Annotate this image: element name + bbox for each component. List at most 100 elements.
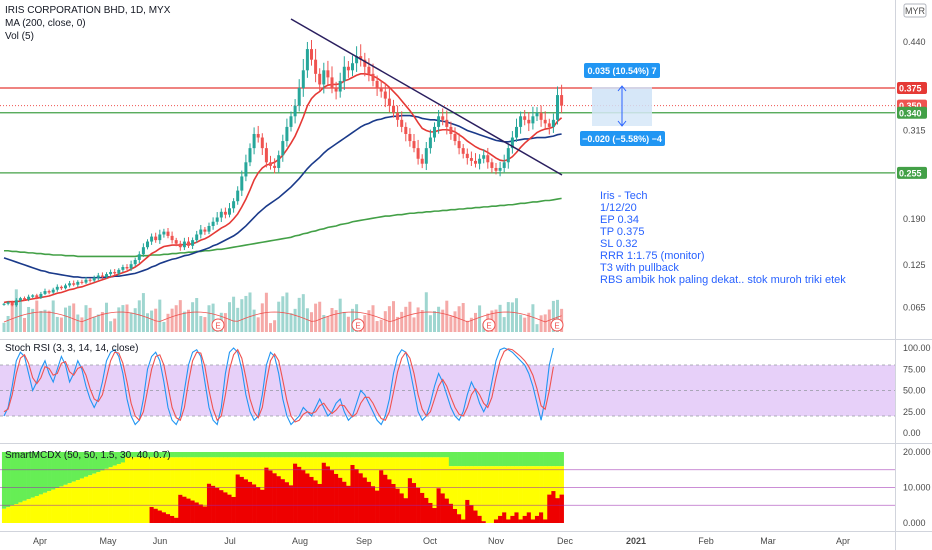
mcdx-green-bar: [518, 452, 523, 467]
mcdx-yellow-bar: [79, 478, 85, 523]
mcdx-yellow-bar: [202, 457, 208, 507]
volume-bar: [551, 300, 555, 332]
mcdx-green-bar: [428, 452, 433, 458]
candle-body: [342, 66, 346, 81]
candle-body: [465, 153, 469, 159]
candle-body: [269, 162, 272, 166]
mcdx-yellow-bar: [112, 465, 118, 523]
mcdx-yellow-bar: [116, 464, 122, 523]
mcdx-red-bar: [161, 512, 167, 523]
time-tick-label: Jul: [224, 536, 236, 546]
mcdx-green-bar: [26, 452, 31, 500]
mcdx-green-bar: [407, 452, 413, 458]
volume-bar: [428, 315, 432, 332]
volume-bar: [318, 301, 322, 332]
mcdx-yellow-bar: [157, 457, 163, 511]
mcdx-green-bar: [153, 452, 159, 458]
mcdx-yellow-bar: [539, 466, 544, 513]
volume-bar: [125, 304, 129, 332]
mcdx-green-bar: [1, 452, 7, 509]
mcdx-red-bar: [514, 512, 519, 523]
candle-body: [88, 279, 92, 281]
candle-body: [527, 119, 531, 124]
volume-bar: [35, 300, 39, 332]
mcdx-red-bar: [305, 473, 310, 523]
mcdx-yellow-bar: [416, 457, 421, 488]
mcdx-red-bar: [325, 466, 331, 523]
trendline-segment[interactable]: [290, 18, 563, 176]
mcdx-green-bar: [325, 452, 331, 458]
candle-body: [64, 285, 67, 289]
volume-bar: [252, 309, 256, 332]
mcdx-red-bar: [268, 470, 273, 523]
currency-box[interactable]: [903, 3, 927, 18]
earnings-marker-icon[interactable]: [550, 318, 564, 332]
mcdx-yellow-bar: [96, 472, 101, 523]
candle-body: [47, 291, 51, 293]
mcdx-green-bar: [457, 452, 462, 467]
mcdx-red-bar: [276, 476, 282, 523]
candle-body: [461, 148, 465, 154]
trendline[interactable]: [290, 18, 563, 176]
candle-body: [199, 229, 203, 235]
mcdx-yellow-bar: [280, 457, 286, 480]
mcdx-green-bar: [211, 452, 216, 458]
mcdx-yellow-bar: [469, 466, 474, 506]
price-tag-label: 0.375: [899, 83, 922, 93]
note-line: EP 0.34: [600, 214, 639, 226]
mcdx-red-bar: [432, 508, 437, 523]
mcdx-red-bar: [387, 479, 392, 523]
mcdx-green-bar: [276, 452, 282, 458]
earnings-marker-icon[interactable]: [351, 318, 365, 332]
mcdx-red-bar: [526, 512, 532, 523]
mcdx-green-bar: [498, 452, 503, 467]
volume-bar: [412, 317, 416, 332]
note-line: SL 0.32: [600, 238, 638, 250]
volume-bar: [170, 308, 174, 332]
note-line: RBS ambik hok paling dekat.. stok muroh …: [600, 274, 846, 286]
volume-bar: [96, 314, 100, 332]
candle-body: [404, 126, 408, 134]
mcdx-red-bar: [506, 519, 511, 523]
volume-bar: [519, 314, 523, 332]
candle-body: [375, 80, 379, 88]
mcdx-green-bar: [522, 452, 528, 467]
price-range-measure[interactable]: 0.035 (10.54%) 7 −0.020 (−5.58%) −4: [580, 63, 665, 146]
time-axis[interactable]: Apr May Jun Jul Aug Sep Oct Nov Dec 2021 Feb Mar Apr: [33, 536, 850, 546]
candle-body: [433, 126, 436, 138]
mcdx-yellow-bar: [317, 457, 323, 484]
mcdx-yellow-bar: [321, 457, 327, 463]
mcdx-yellow-bar: [293, 457, 298, 464]
mcdx-green-bar: [38, 452, 44, 495]
mcdx-green-bar: [120, 452, 126, 463]
mcdx-yellow-bar: [489, 466, 495, 523]
mcdx-tick-label: 20.000: [903, 447, 931, 457]
mcdx-red-bar: [186, 498, 191, 523]
mcdx-red-bar: [346, 485, 351, 523]
mcdx-red-bar: [165, 514, 171, 523]
mcdx-green-bar: [186, 452, 191, 458]
mcdx-red-bar: [182, 496, 187, 523]
mcdx-red-bar: [313, 480, 318, 523]
candle-body: [314, 59, 318, 74]
time-tick-label: May: [99, 536, 117, 546]
mcdx-red-bar: [448, 503, 454, 523]
candle-body: [510, 137, 514, 149]
note-line: 1/12/20: [600, 202, 637, 214]
mcdx-yellow-bar: [14, 504, 19, 523]
mcdx-yellow-bar: [465, 466, 470, 500]
mcdx-yellow-bar: [424, 457, 429, 498]
mcdx-green-bar: [149, 452, 154, 458]
mcdx-yellow-bar: [432, 457, 437, 509]
mcdx-yellow-bar: [1, 508, 7, 523]
mcdx-green-bar: [436, 452, 441, 458]
earnings-marker-icon[interactable]: [211, 318, 225, 332]
volume-bar: [457, 306, 461, 332]
mcdx-red-bar: [321, 462, 327, 523]
earnings-marker-icon[interactable]: [482, 318, 496, 332]
rsi-tick-label: 0.00: [903, 428, 921, 438]
mcdx-green-bar: [247, 452, 253, 458]
candle-body: [219, 211, 223, 218]
candle-body: [59, 286, 63, 289]
